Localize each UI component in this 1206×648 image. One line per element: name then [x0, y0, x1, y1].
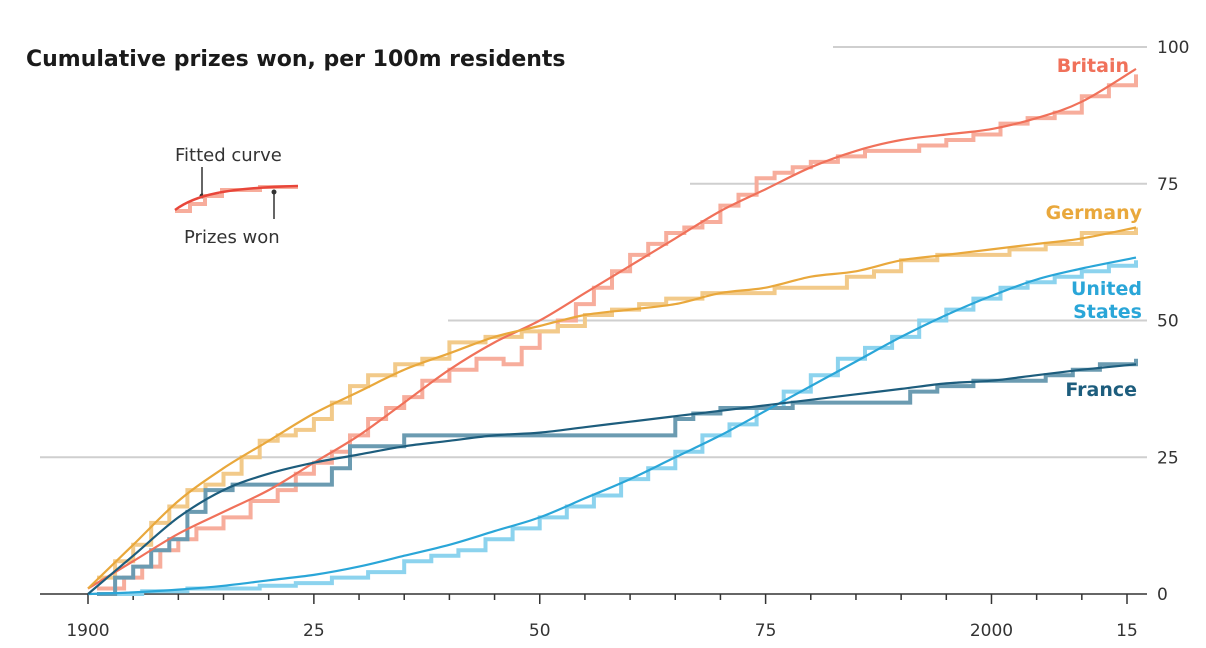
y-tick-label-100: 100 [1157, 38, 1189, 58]
gridlines [40, 46, 1147, 459]
fitted-curve-germany [87, 226, 1137, 590]
series-label-united-states-0: United [1071, 278, 1142, 300]
y-tick-labels: 0 25 50 75 100 [1157, 38, 1189, 605]
x-tick-label-1900: 1900 [66, 621, 109, 641]
prizes-step-france [97, 358, 1138, 596]
series-label-france-0: France [1065, 379, 1137, 401]
prizes-step-britain [97, 74, 1138, 591]
legend-prizes-label: Prizes won [184, 227, 280, 248]
fitted-curve-united-states [87, 256, 1137, 596]
y-tick-label-50: 50 [1157, 312, 1179, 332]
x-tick-labels: 1900 25 50 75 2000 15 [66, 621, 1137, 641]
fitted-curve-france [87, 363, 1137, 595]
x-tick-label-50: 50 [529, 621, 551, 641]
legend-fitted-curve [174, 184, 299, 212]
legend-prizes-dot [271, 189, 277, 195]
y-tick-label-25: 25 [1157, 448, 1179, 468]
x-tick-label-75: 75 [755, 621, 777, 641]
x-tick-label-15: 15 [1116, 621, 1138, 641]
x-axis [40, 593, 1147, 604]
prizes-step-germany [97, 227, 1138, 580]
y-tick-label-0: 0 [1157, 585, 1168, 605]
series-label-united-states-1: States [1073, 301, 1142, 323]
legend-fitted-label: Fitted curve [175, 145, 282, 166]
series-lines [87, 67, 1138, 596]
y-tick-label-75: 75 [1157, 175, 1179, 195]
x-tick-label-25: 25 [303, 621, 325, 641]
series-label-germany-0: Germany [1046, 202, 1143, 224]
fitted-curve-britain [87, 67, 1137, 590]
series-label-britain-0: Britain [1057, 55, 1129, 77]
legend: Fitted curve Prizes won [174, 145, 299, 248]
x-tick-label-2000: 2000 [970, 621, 1013, 641]
chart-title: Cumulative prizes won, per 100m resident… [26, 47, 566, 72]
